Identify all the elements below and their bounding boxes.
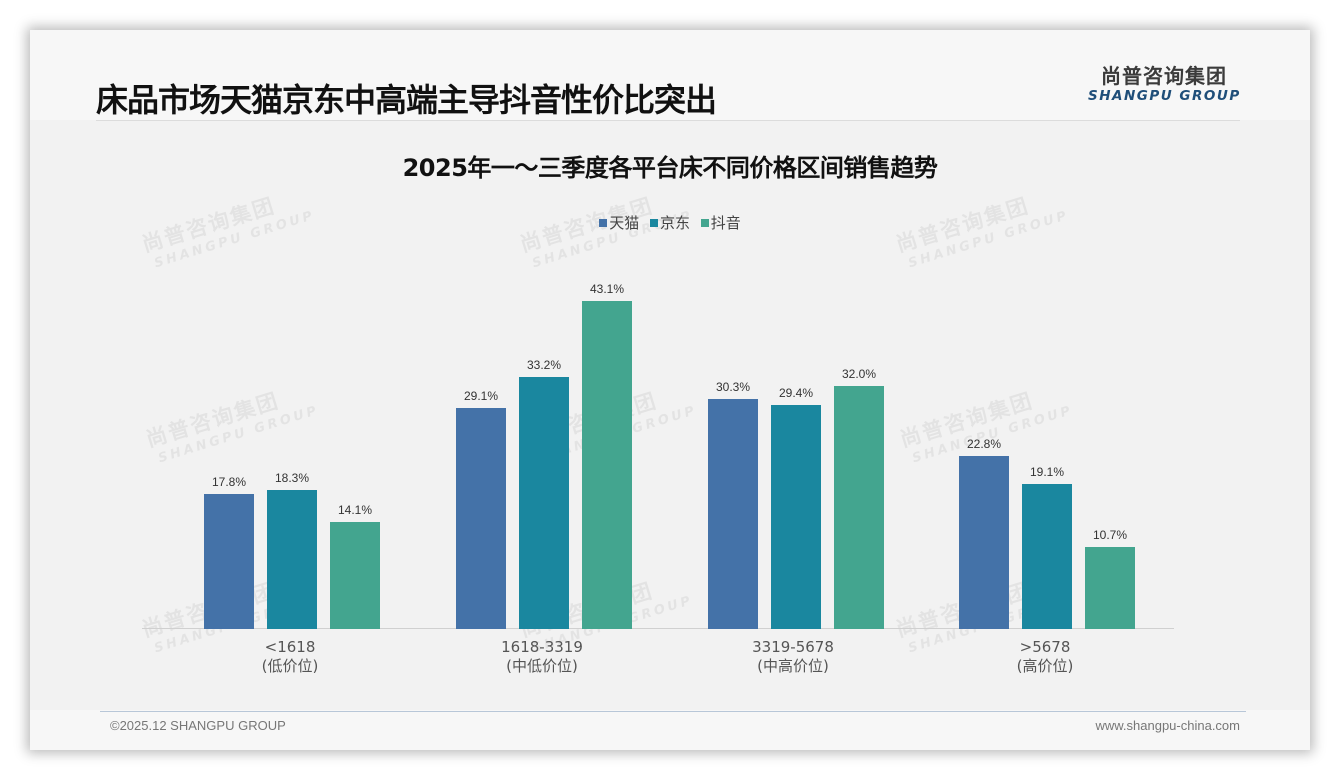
- x-axis-label: 1618-3319 (中低价位): [501, 638, 583, 675]
- bar-jd-midlow: [519, 377, 569, 629]
- legend-item-douyin: 抖音: [700, 212, 741, 233]
- legend-item-tmall: 天猫: [599, 212, 639, 233]
- legend-item-jd: 京东: [649, 212, 690, 233]
- slide: 床品市场天猫京东中高端主导抖音性价比突出 尚普咨询集团 SHANGPU GROU…: [30, 30, 1310, 750]
- data-label: 29.1%: [463, 389, 499, 403]
- data-label: 43.1%: [589, 282, 625, 296]
- bar-jd-low: [267, 490, 317, 629]
- data-label: 30.3%: [715, 380, 751, 394]
- title-divider: [96, 120, 1240, 121]
- bar-chart: 17.8% 18.3% 14.1% 29.1% 33.2% 43.1% 30.3…: [30, 30, 1310, 750]
- footer-divider: [100, 711, 1246, 712]
- data-label: 29.4%: [778, 386, 814, 400]
- data-label: 18.3%: [274, 471, 310, 485]
- data-label: 22.8%: [966, 437, 1002, 451]
- bar-jd-high: [1022, 484, 1072, 629]
- bar-tmall-low: [204, 494, 254, 629]
- x-axis-label: >5678 (高价位): [1016, 638, 1074, 675]
- legend-swatch-icon: [599, 219, 608, 227]
- data-label: 32.0%: [841, 367, 877, 381]
- legend-swatch-icon: [649, 219, 658, 227]
- logo-chinese: 尚普咨询集团: [1101, 64, 1227, 88]
- bar-douyin-low: [330, 522, 380, 629]
- x-axis-label: <1618 (低价位): [261, 638, 319, 675]
- footer-website: www.shangpu-china.com: [1095, 718, 1240, 733]
- bar-douyin-midhigh: [834, 386, 884, 629]
- x-axis-label: 3319-5678 (中高价位): [752, 638, 834, 675]
- data-label: 17.8%: [211, 475, 247, 489]
- chart-title: 2025年一～三季度各平台床不同价格区间销售趋势: [402, 154, 938, 182]
- data-label: 19.1%: [1029, 465, 1065, 479]
- data-label: 14.1%: [337, 503, 373, 517]
- data-label: 33.2%: [526, 358, 562, 372]
- bar-tmall-midhigh: [708, 399, 758, 629]
- bar-tmall-midlow: [456, 408, 506, 629]
- bar-douyin-midlow: [582, 301, 632, 629]
- chart-legend: 天猫 京东 抖音: [30, 212, 1310, 233]
- bar-douyin-high: [1085, 547, 1135, 629]
- footer-copyright: ©2025.12 SHANGPU GROUP: [110, 718, 286, 733]
- data-label: 10.7%: [1092, 528, 1128, 542]
- legend-swatch-icon: [700, 219, 709, 227]
- bar-jd-midhigh: [771, 405, 821, 629]
- page-title: 床品市场天猫京东中高端主导抖音性价比突出: [96, 81, 717, 119]
- bar-tmall-high: [959, 456, 1009, 629]
- x-axis-line: [142, 628, 1174, 629]
- logo-english: SHANGPU GROUP: [1088, 88, 1241, 104]
- company-logo: 尚普咨询集团 SHANGPU GROUP: [1088, 64, 1240, 104]
